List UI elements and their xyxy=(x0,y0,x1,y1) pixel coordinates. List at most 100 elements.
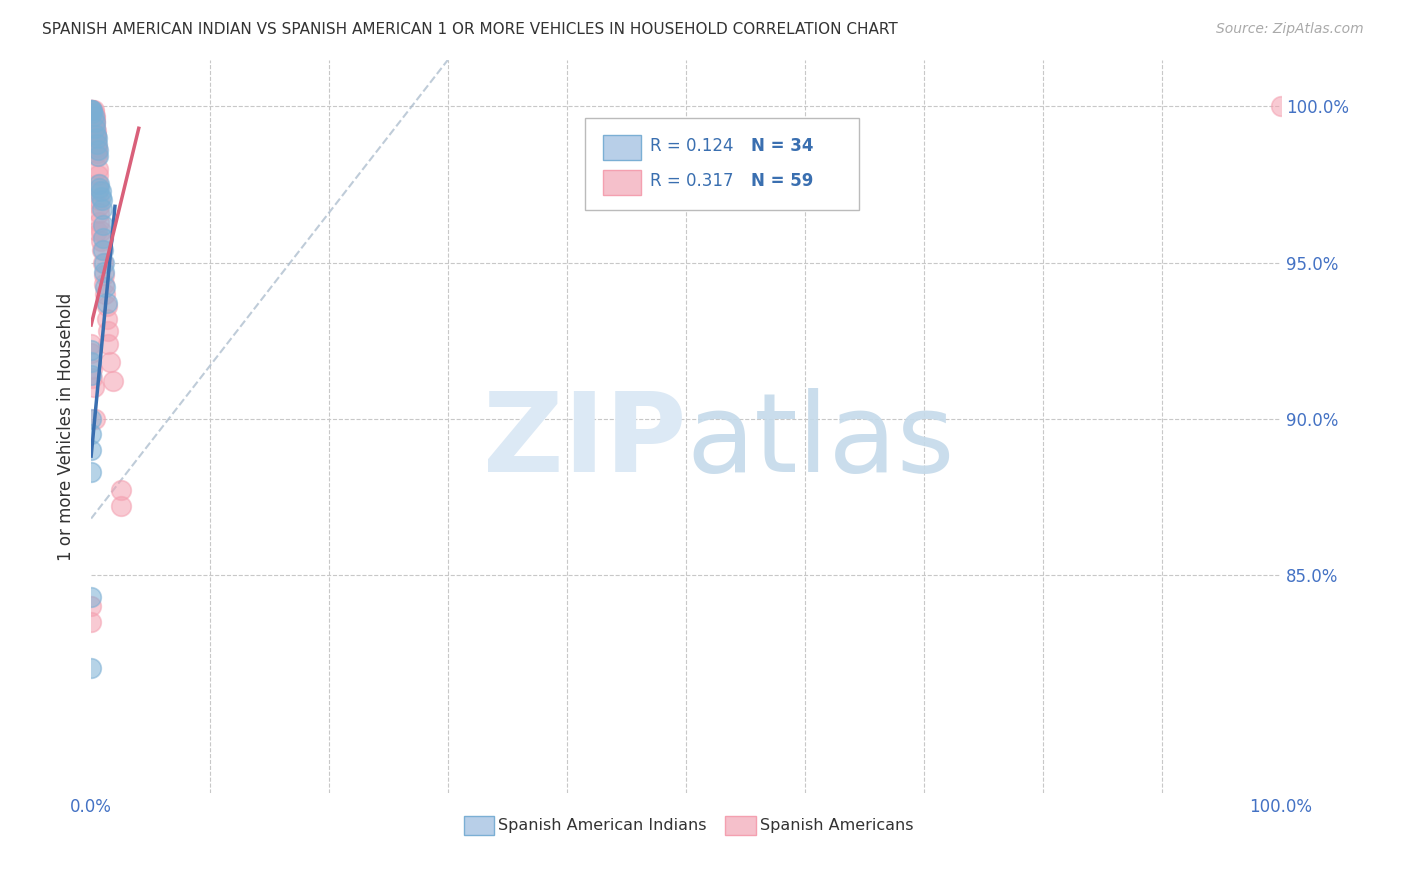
Point xyxy=(89,180,111,194)
Text: N = 59: N = 59 xyxy=(751,171,814,190)
Point xyxy=(82,103,104,117)
Point xyxy=(80,103,103,117)
Point xyxy=(93,277,115,292)
Point xyxy=(96,299,118,313)
Point xyxy=(91,230,114,244)
Point xyxy=(87,143,110,157)
Point xyxy=(86,140,108,154)
Point xyxy=(83,121,105,136)
FancyBboxPatch shape xyxy=(603,136,641,160)
Point xyxy=(97,336,120,351)
Point xyxy=(90,243,112,257)
Text: Spanish Americans: Spanish Americans xyxy=(759,818,914,833)
Point xyxy=(90,184,112,198)
Point xyxy=(80,103,103,117)
Point xyxy=(89,193,111,207)
Point xyxy=(90,234,112,248)
Point xyxy=(86,149,108,163)
Point xyxy=(90,190,112,204)
Y-axis label: 1 or more Vehicles in Household: 1 or more Vehicles in Household xyxy=(58,293,75,560)
Point xyxy=(80,590,103,604)
Text: ZIP: ZIP xyxy=(482,388,686,494)
Point xyxy=(80,343,103,357)
Point xyxy=(93,255,115,269)
Point xyxy=(87,161,110,176)
Point xyxy=(89,205,111,219)
Point xyxy=(87,178,110,192)
Point xyxy=(80,336,103,351)
Point xyxy=(83,103,105,117)
Point xyxy=(90,224,112,238)
Point xyxy=(90,202,112,217)
Point xyxy=(80,103,103,117)
FancyBboxPatch shape xyxy=(725,816,756,835)
Point xyxy=(90,193,112,207)
Point xyxy=(98,355,121,369)
Point xyxy=(83,109,105,123)
Point xyxy=(80,411,103,425)
Point xyxy=(83,411,105,425)
Point xyxy=(80,355,103,369)
Point xyxy=(110,483,132,498)
Text: R = 0.317: R = 0.317 xyxy=(651,171,734,190)
Point xyxy=(110,499,132,513)
Point xyxy=(80,661,103,675)
Point xyxy=(86,146,108,161)
Point xyxy=(83,118,105,132)
Text: N = 34: N = 34 xyxy=(751,137,814,155)
Point xyxy=(89,215,111,229)
Point xyxy=(84,130,107,145)
FancyBboxPatch shape xyxy=(603,169,641,194)
Point xyxy=(84,134,107,148)
Point xyxy=(82,105,104,120)
Point xyxy=(96,311,118,326)
Point xyxy=(84,124,107,138)
Point xyxy=(91,218,114,232)
Point xyxy=(83,105,105,120)
Point xyxy=(80,599,103,613)
Point xyxy=(86,224,108,238)
Point xyxy=(83,121,105,136)
FancyBboxPatch shape xyxy=(585,119,859,210)
Point xyxy=(96,296,118,310)
Point xyxy=(91,255,114,269)
Point xyxy=(82,361,104,376)
Point xyxy=(89,199,111,213)
Point xyxy=(83,109,105,123)
Point xyxy=(80,427,103,442)
Text: Spanish American Indians: Spanish American Indians xyxy=(498,818,707,833)
Point xyxy=(80,368,103,382)
Point xyxy=(84,128,107,142)
Text: R = 0.124: R = 0.124 xyxy=(651,137,734,155)
Point xyxy=(80,442,103,457)
Point xyxy=(1270,99,1292,113)
Point xyxy=(83,109,105,123)
Point xyxy=(84,136,107,151)
Point xyxy=(91,243,114,257)
Point xyxy=(86,136,108,151)
Point xyxy=(82,103,104,117)
Point xyxy=(87,184,110,198)
Point xyxy=(86,130,108,145)
Text: Source: ZipAtlas.com: Source: ZipAtlas.com xyxy=(1216,22,1364,37)
Point xyxy=(82,371,104,385)
Point xyxy=(80,615,103,629)
FancyBboxPatch shape xyxy=(464,816,495,835)
Point xyxy=(93,265,115,279)
Point xyxy=(86,143,108,157)
Point xyxy=(87,149,110,163)
Point xyxy=(80,103,103,117)
Point xyxy=(80,103,103,117)
Point xyxy=(80,346,103,360)
Text: atlas: atlas xyxy=(686,388,955,494)
Point xyxy=(83,115,105,129)
Point xyxy=(83,380,105,394)
Point xyxy=(83,115,105,129)
Point xyxy=(94,286,117,301)
Point xyxy=(97,324,120,338)
Point xyxy=(89,178,111,192)
Point xyxy=(84,128,107,142)
Point xyxy=(80,465,103,479)
Point xyxy=(82,105,104,120)
Point xyxy=(101,374,124,388)
